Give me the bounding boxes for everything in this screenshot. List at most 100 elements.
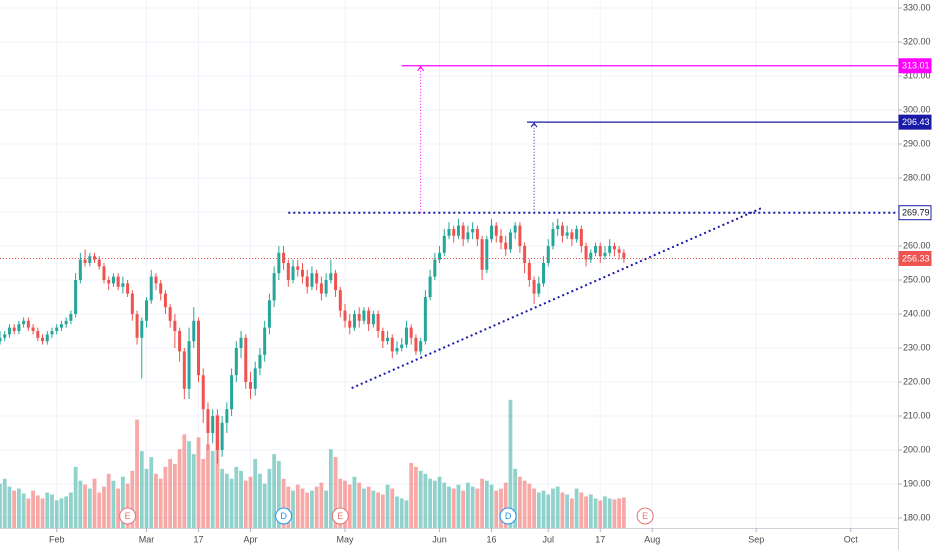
volume-bar [272, 454, 277, 528]
volume-bar [617, 498, 622, 528]
candle-body [546, 246, 550, 263]
candle-body [508, 232, 512, 250]
volume-bar [456, 484, 461, 528]
candle-body [471, 229, 475, 233]
volume-bar [338, 478, 343, 528]
volume-bar [17, 488, 21, 528]
candle-body [286, 263, 290, 280]
volume-bar [206, 444, 210, 528]
price-label-box [898, 205, 932, 221]
candle-body [589, 252, 593, 260]
candle-body [447, 229, 451, 236]
volume-bar [579, 492, 584, 528]
volume-bar [68, 492, 73, 528]
volume-bar [248, 476, 253, 528]
candle-body [22, 320, 26, 325]
event-marker [275, 507, 293, 525]
candle-body [556, 225, 560, 229]
candle-body [608, 246, 612, 253]
y-tick-label: 320.00 [903, 36, 931, 46]
volume-bar [196, 437, 201, 528]
candle-body [88, 256, 92, 263]
candle-body [527, 263, 531, 280]
volume-bar [210, 451, 215, 528]
volume-bar [262, 483, 267, 528]
event-label: D [505, 511, 512, 521]
candle-body [102, 266, 106, 280]
candle-body [192, 320, 196, 342]
volume-bar [120, 476, 125, 528]
candle-body [504, 242, 508, 250]
candle-body [41, 337, 45, 342]
volume-bar [522, 480, 527, 528]
volume-bar [414, 466, 418, 528]
volume-bar [347, 484, 352, 528]
candle-body [362, 310, 366, 321]
volume-bar [517, 476, 522, 528]
volume-bar [546, 494, 551, 528]
candle-body [400, 344, 404, 348]
volume-bar [281, 478, 286, 528]
volume-bar [565, 494, 570, 528]
volume-bar [40, 498, 45, 528]
candle-body [584, 246, 588, 260]
volume-bar [239, 470, 243, 528]
candle-body [617, 249, 621, 253]
candle-body [31, 327, 35, 331]
volume-bar [276, 460, 281, 528]
candle-body [532, 280, 536, 294]
volume-bar [182, 434, 187, 528]
volume-bar [328, 449, 333, 528]
volume-bar [0, 483, 2, 528]
volume-bar [12, 490, 17, 528]
candle-body [126, 283, 130, 294]
volume-bar [172, 463, 177, 528]
volume-bar [314, 486, 319, 528]
x-tick-label: Apr [243, 534, 257, 544]
volume-bar [26, 498, 31, 528]
y-tick-label: 200.00 [903, 444, 931, 454]
candle-body [145, 300, 149, 321]
event-label: E [337, 511, 343, 521]
y-tick-label: 260.00 [903, 240, 931, 250]
candle-body [263, 327, 267, 355]
x-tick-label: 17 [193, 534, 203, 544]
candle-body [116, 276, 120, 287]
volume-bar [191, 454, 196, 528]
candle-body [225, 409, 229, 423]
volume-bar [409, 462, 414, 528]
grid [0, 0, 898, 528]
candle-body [575, 229, 579, 240]
candle-body [357, 314, 361, 321]
volume-bar [243, 480, 248, 528]
candle-body [381, 331, 385, 342]
volume-bar [503, 482, 508, 528]
volume-bar [470, 486, 475, 528]
volume-bar [258, 473, 262, 528]
volume-bar [343, 480, 347, 528]
candle-body [55, 327, 59, 331]
candle-body [371, 314, 375, 325]
candle-body [395, 348, 399, 352]
candle-body [74, 280, 78, 314]
volume-bar [224, 473, 229, 528]
volume-bar [527, 483, 532, 528]
x-tick-label: Oct [844, 534, 859, 544]
x-tick-label: Sep [748, 534, 764, 544]
candle-body [324, 280, 328, 294]
candle-body [197, 320, 201, 376]
x-tick-label: Jul [542, 534, 554, 544]
candle-body [480, 239, 484, 270]
candle-body [560, 225, 564, 236]
volume-bar [607, 498, 612, 528]
volume-bar [423, 473, 428, 528]
candle-body [97, 259, 101, 267]
volume-bar [73, 466, 78, 528]
candle-body [485, 239, 489, 270]
candle-body [107, 280, 111, 284]
volume-bar [102, 486, 106, 528]
candle-body [78, 259, 82, 280]
y-tick-label: 180.00 [903, 512, 931, 522]
candle-body [523, 246, 527, 263]
